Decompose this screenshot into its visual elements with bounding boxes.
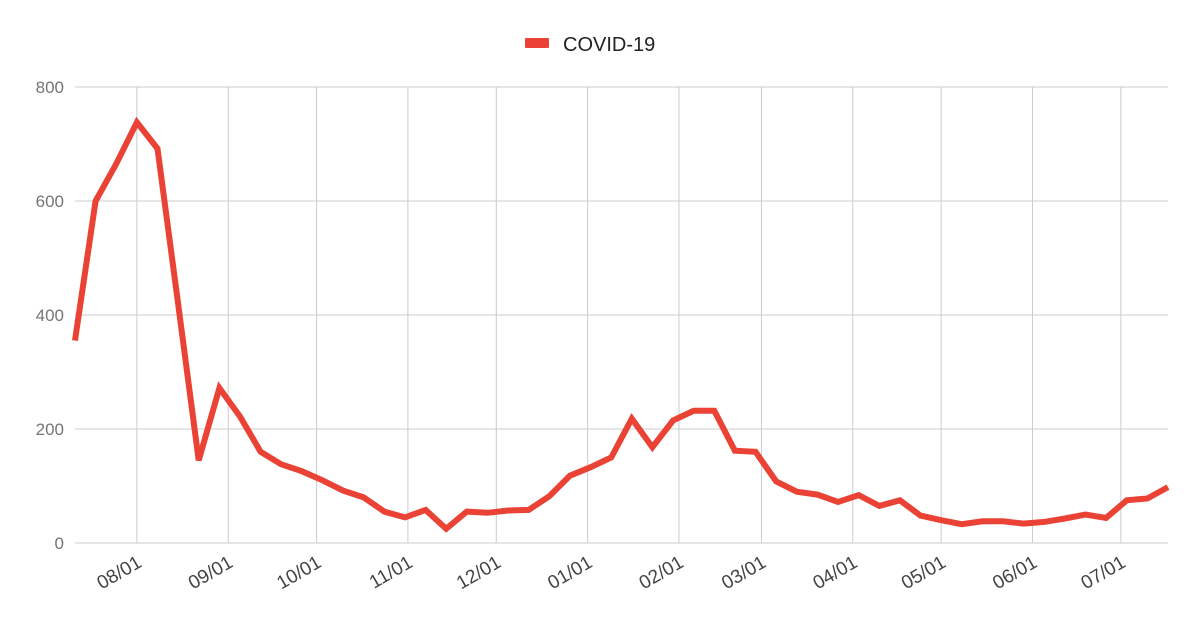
data-point-39 xyxy=(856,492,862,498)
x-tick-label: 07/01 xyxy=(1078,552,1130,594)
data-point-18 xyxy=(423,507,429,513)
data-point-36 xyxy=(794,489,800,495)
x-tick-label: 08/01 xyxy=(94,552,146,594)
data-point-12 xyxy=(299,468,305,474)
x-tick-label: 09/01 xyxy=(185,552,237,594)
data-point-49 xyxy=(1062,516,1068,522)
x-tick-label: 11/01 xyxy=(366,552,416,593)
data-point-38 xyxy=(835,499,841,505)
data-point-8 xyxy=(216,385,222,391)
y-tick-label: 200 xyxy=(36,420,64,439)
x-tick-label: 05/01 xyxy=(898,552,950,594)
data-point-0 xyxy=(72,338,78,344)
series-line-covid-19 xyxy=(72,116,1170,533)
data-point-19 xyxy=(443,526,449,532)
y-axis-tick-labels: 0 200 400 600 800 xyxy=(36,78,64,553)
data-point-37 xyxy=(814,492,820,498)
y-tick-label: 600 xyxy=(36,192,64,211)
data-point-25 xyxy=(567,473,573,479)
data-point-51 xyxy=(1103,515,1109,521)
data-point-26 xyxy=(588,464,594,470)
data-point-16 xyxy=(381,509,387,515)
data-point-22 xyxy=(505,508,511,514)
data-point-35 xyxy=(773,478,779,484)
data-point-31 xyxy=(691,408,697,414)
data-point-42 xyxy=(918,513,924,519)
legend-label-covid-19: COVID-19 xyxy=(563,34,655,56)
data-point-15 xyxy=(361,494,367,500)
x-tick-label: 12/01 xyxy=(453,552,505,594)
x-tick-label: 06/01 xyxy=(989,552,1041,594)
data-point-1 xyxy=(75,318,81,324)
x-tick-label: 04/01 xyxy=(810,552,862,594)
data-point-10 xyxy=(258,449,264,455)
data-point-17 xyxy=(402,514,408,520)
series-layer xyxy=(72,116,1171,533)
data-point-27 xyxy=(608,455,614,461)
data-point-4 xyxy=(134,119,140,125)
data-point-53 xyxy=(1144,496,1150,502)
x-axis-tick-labels: 08/01 09/01 10/01 11/01 12/01 01/01 02/01 03/01… xyxy=(94,552,1130,594)
data-point-54 xyxy=(1165,484,1171,490)
horizontal-gridlines xyxy=(75,86,1168,544)
data-point-9 xyxy=(237,414,243,420)
y-tick-label: 0 xyxy=(55,534,64,553)
data-point-3 xyxy=(113,161,119,167)
data-point-40 xyxy=(876,503,882,509)
data-point-48 xyxy=(1041,519,1047,525)
x-tick-label: 10/01 xyxy=(273,552,325,594)
data-point-45 xyxy=(979,518,985,524)
vertical-gridlines xyxy=(136,87,1122,543)
data-point-43 xyxy=(938,517,944,523)
x-tick-label: 02/01 xyxy=(636,552,688,594)
data-point-24 xyxy=(546,493,552,499)
data-point-34 xyxy=(753,449,759,455)
legend-swatch-covid-19 xyxy=(525,38,549,48)
x-tick-label: 01/01 xyxy=(544,552,596,594)
data-point-44 xyxy=(959,521,965,527)
data-point-29 xyxy=(649,444,655,450)
data-point-46 xyxy=(1000,518,1006,524)
data-point-33 xyxy=(732,448,738,454)
data-point-13 xyxy=(320,477,326,483)
legend: COVID-19 xyxy=(525,34,655,56)
data-point-41 xyxy=(897,497,903,503)
data-point-23 xyxy=(526,507,532,513)
data-point-7 xyxy=(196,457,202,463)
y-tick-label: 800 xyxy=(36,78,64,97)
data-point-5 xyxy=(155,146,161,152)
data-point-32 xyxy=(711,408,717,414)
data-point-30 xyxy=(670,417,676,423)
y-tick-label: 400 xyxy=(36,306,64,325)
data-point-52 xyxy=(1124,497,1130,503)
data-point-2 xyxy=(93,198,99,204)
data-point-6 xyxy=(175,301,181,307)
data-point-28 xyxy=(629,416,635,422)
data-point-11 xyxy=(278,461,284,467)
data-point-50 xyxy=(1083,512,1089,518)
data-point-20 xyxy=(464,509,470,515)
x-tick-label: 03/01 xyxy=(718,552,770,594)
data-point-21 xyxy=(485,510,491,516)
data-point-14 xyxy=(340,488,346,494)
data-point-47 xyxy=(1021,521,1027,527)
